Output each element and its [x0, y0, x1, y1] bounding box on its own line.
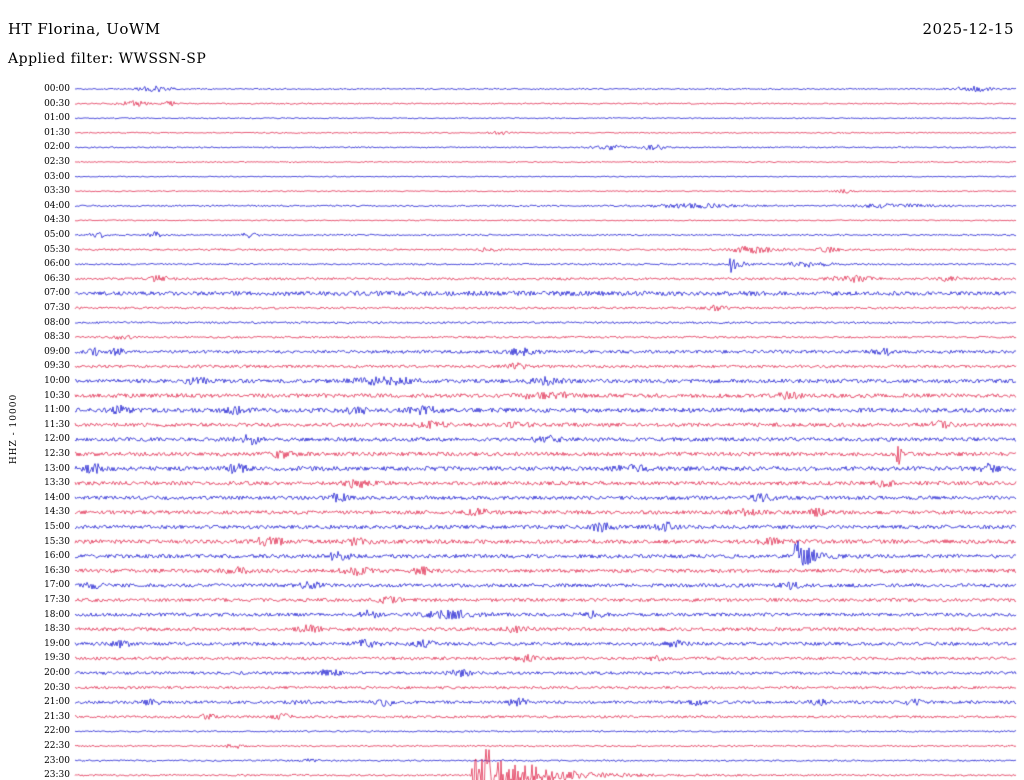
time-label: 07:00 — [44, 288, 70, 299]
time-label: 17:30 — [44, 595, 70, 605]
time-label: 04:00 — [44, 200, 70, 211]
time-label: 15:00 — [44, 522, 70, 532]
time-label: 01:30 — [44, 127, 70, 138]
time-label: 05:30 — [44, 244, 70, 255]
time-label: 11:00 — [44, 405, 70, 416]
time-label: 10:00 — [44, 376, 70, 386]
station-title: HT Florina, UoWM — [8, 20, 161, 38]
time-label: 23:00 — [44, 755, 70, 766]
time-label: 13:00 — [44, 463, 70, 474]
time-label: 06:30 — [44, 273, 70, 284]
time-label: 04:30 — [44, 215, 70, 226]
time-label: 03:30 — [44, 186, 70, 197]
time-label: 22:30 — [44, 741, 70, 751]
time-label: 03:00 — [44, 171, 70, 182]
time-label: 07:30 — [44, 303, 70, 313]
time-label: 02:30 — [44, 157, 70, 167]
time-label: 10:30 — [44, 390, 70, 401]
time-label: 06:00 — [44, 259, 70, 270]
time-label: 01:00 — [44, 113, 70, 124]
filter-label: Applied filter: WWSSN-SP — [8, 51, 207, 67]
time-label: 18:00 — [44, 609, 70, 620]
time-label: 16:00 — [44, 551, 70, 562]
time-label: 21:30 — [44, 711, 70, 722]
time-label: 14:00 — [44, 492, 70, 503]
time-label: 08:00 — [44, 317, 70, 328]
time-label: 23:30 — [44, 770, 70, 780]
time-label: 09:30 — [44, 361, 70, 372]
time-label: 08:30 — [44, 332, 70, 343]
time-label: 14:30 — [44, 507, 70, 518]
time-label: 20:00 — [44, 668, 70, 678]
time-label: 12:30 — [44, 449, 70, 459]
time-label: 21:00 — [44, 697, 70, 708]
time-label: 15:30 — [44, 536, 70, 547]
plot-date: 2025-12-15 — [922, 20, 1014, 38]
time-label: 09:00 — [44, 346, 70, 357]
time-label: 18:30 — [44, 624, 70, 635]
time-label: 20:30 — [44, 682, 70, 693]
time-label: 19:30 — [44, 653, 70, 664]
time-label: 05:00 — [44, 230, 70, 240]
time-label: 13:30 — [44, 478, 70, 489]
time-label: 02:00 — [44, 142, 70, 153]
time-label: 12:00 — [44, 434, 70, 445]
time-label: 00:00 — [44, 84, 70, 94]
time-label: 11:30 — [44, 419, 70, 430]
time-label: 16:30 — [44, 565, 70, 576]
time-label: 22:00 — [44, 726, 70, 737]
time-label: 19:00 — [44, 638, 70, 649]
time-label: 17:00 — [44, 580, 70, 591]
time-label: 00:30 — [44, 98, 70, 109]
